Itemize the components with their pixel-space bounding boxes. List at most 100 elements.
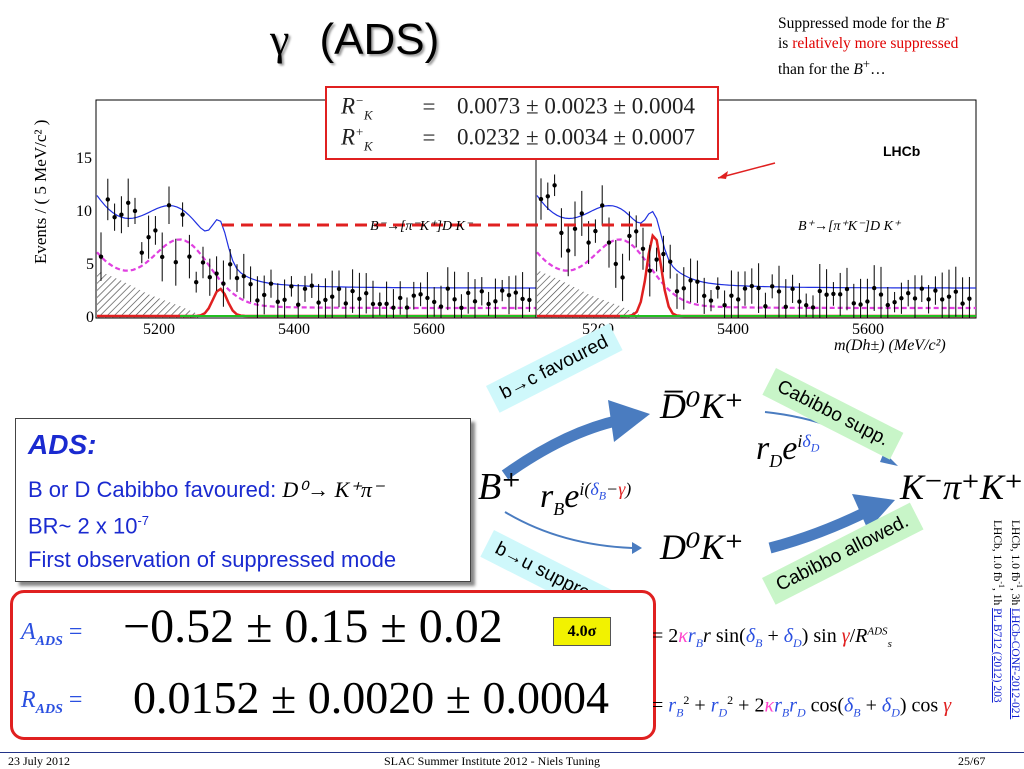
data-point — [418, 292, 423, 297]
suppression-note: Suppressed mode for the B- is relatively… — [778, 8, 1018, 80]
title-text: (ADS) — [319, 15, 440, 64]
footer-page: 25/67 — [958, 754, 986, 768]
data-point — [695, 279, 700, 284]
data-point — [459, 305, 464, 310]
footer-date: 23 July 2012 — [8, 754, 71, 768]
data-point — [613, 261, 618, 267]
rk-minus-eq: = — [422, 93, 436, 119]
data-point — [872, 285, 877, 291]
data-point — [221, 281, 226, 286]
data-point — [466, 290, 471, 296]
data-point — [865, 299, 870, 304]
note-line2-prefix: is — [778, 35, 793, 53]
data-point — [316, 300, 321, 305]
data-point — [579, 211, 584, 216]
data-point — [933, 288, 938, 293]
data-point — [425, 295, 430, 301]
data-point — [566, 248, 571, 253]
data-point — [520, 296, 525, 302]
footer-center: SLAC Summer Institute 2012 - Niels Tunin… — [384, 754, 601, 768]
data-point — [234, 275, 240, 281]
data-point — [763, 304, 768, 309]
cabibbo-allowed-thick-arrow — [768, 505, 873, 554]
data-point — [200, 260, 206, 265]
dbar-k-state: D̅⁰K⁺ — [660, 386, 744, 426]
d-k-state: D⁰K⁺ — [660, 527, 744, 567]
data-point — [404, 305, 410, 310]
data-point — [119, 212, 124, 217]
data-point — [173, 260, 178, 265]
data-point — [343, 301, 348, 306]
ytick-15: 15 — [76, 150, 92, 167]
a-ads-value: −0.52 ± 0.15 ± 0.02 — [123, 600, 503, 653]
data-point — [112, 214, 117, 220]
rb-amplitude: rBei(δB−γ) — [540, 478, 632, 519]
data-point — [187, 254, 192, 259]
data-point — [527, 297, 532, 303]
data-point — [708, 298, 714, 303]
data-point — [350, 288, 355, 294]
favoured-arrow-head — [608, 400, 650, 442]
data-point — [906, 290, 911, 296]
data-point — [844, 286, 850, 292]
data-point — [268, 281, 274, 286]
data-point — [572, 226, 578, 232]
data-point — [668, 259, 673, 264]
data-point — [384, 301, 389, 307]
data-point — [166, 203, 172, 208]
left-data-points — [98, 178, 532, 318]
data-point — [357, 296, 362, 302]
left-xtick-5200: 5200 — [143, 321, 175, 338]
data-point — [248, 281, 253, 287]
data-point — [309, 283, 314, 288]
data-point — [153, 228, 158, 233]
data-point — [282, 297, 287, 302]
data-point — [493, 299, 498, 304]
right-xtick-5400: 5400 — [717, 321, 749, 338]
note-var-bplus: B — [853, 61, 863, 79]
favoured-thick-arrow — [501, 414, 622, 480]
mass-spectrum-plot: Events / ( 5 MeV/c² ) 15 10 5 0 5200 540… — [31, 99, 977, 354]
ref-link-plb[interactable]: PL B712 (2012) 203 — [991, 608, 1004, 703]
left-decay-label: B⁻→[π⁻K⁺]D K⁻ — [370, 219, 474, 234]
data-point — [146, 234, 151, 240]
data-point — [634, 229, 639, 234]
right-data-points — [538, 174, 972, 318]
data-point — [681, 286, 686, 291]
rd-amplitude: rDeiδD — [756, 430, 820, 471]
data-point — [296, 302, 301, 307]
data-point — [885, 302, 890, 308]
data-point — [538, 196, 544, 202]
data-point — [370, 301, 376, 307]
data-point — [647, 268, 652, 273]
ref-link-conf[interactable]: LHCb-CONF-2012-021 — [1009, 608, 1022, 720]
note-sup-minus: - — [945, 10, 950, 25]
r-ads-definition: = rB2 + rD2 + 2κrBrD cos(δB + δD) cos γ — [652, 693, 952, 720]
note-arrow-head — [718, 171, 728, 179]
data-point — [214, 271, 219, 276]
ads-info-box: ADS: B or D Cabibbo favoured: D⁰→ K⁺π⁻ B… — [15, 418, 471, 582]
title-gamma: γ — [270, 15, 290, 64]
data-point — [262, 292, 267, 298]
data-point — [654, 257, 659, 262]
ads-line3: First observation of suppressed mode — [28, 547, 397, 572]
data-point — [438, 304, 444, 309]
rk-plus-value: 0.0232 ± 0.0034 ± 0.0007 — [457, 124, 695, 150]
data-point — [790, 286, 795, 292]
plot-ylabel: Events / ( 5 MeV/c² ) — [31, 120, 50, 264]
left-xtick-5600: 5600 — [413, 321, 445, 338]
data-point — [552, 183, 557, 188]
data-point — [912, 296, 918, 301]
lhcb-label: LHCb — [883, 143, 920, 159]
data-point — [838, 292, 843, 297]
data-point — [878, 292, 884, 297]
data-point — [715, 285, 720, 291]
right-hatched-background — [537, 270, 640, 318]
data-point — [817, 288, 822, 294]
data-point — [398, 295, 403, 301]
rk-minus-value: 0.0073 ± 0.0023 ± 0.0004 — [457, 93, 695, 119]
ytick-10: 10 — [76, 203, 92, 220]
final-state: K⁻π⁺K⁺ — [900, 467, 1024, 507]
note-line2-red: relatively more suppressed — [792, 35, 959, 53]
data-point — [797, 299, 802, 304]
